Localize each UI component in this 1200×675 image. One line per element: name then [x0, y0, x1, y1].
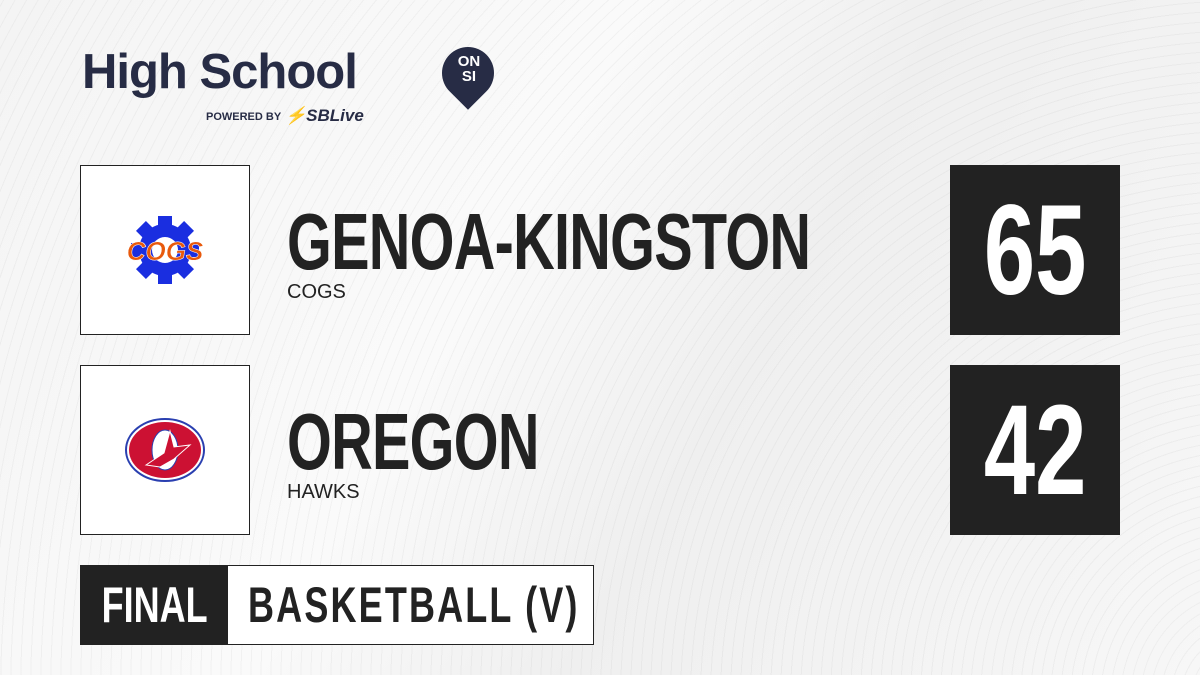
home-team-mascot: COGS [287, 281, 346, 303]
status-text: FINAL [101, 577, 208, 633]
cogs-logo-text: COGS [127, 236, 204, 266]
status-badge: FINAL [81, 566, 228, 644]
game-info-bar: FINAL BASKETBALL (V) [80, 565, 594, 645]
away-score-value: 42 [983, 378, 1087, 522]
away-team-mascot: HAWKS [287, 481, 360, 503]
sport-text: BASKETBALL (V) [248, 577, 580, 633]
sport-label: BASKETBALL (V) [228, 566, 709, 644]
team-logo-away [80, 365, 250, 535]
cogs-logo-icon: COGS [126, 216, 204, 284]
home-team-name: GENOA-KINGSTON [287, 197, 811, 286]
sblive-logo: ⚡SBLive [285, 106, 364, 125]
partner-name: SBLive [306, 106, 364, 125]
away-score: 42 [950, 365, 1120, 535]
hawks-logo-icon [125, 418, 205, 482]
brand-logo: High School ON SI POWERED BY ⚡SBLive [82, 36, 505, 125]
on-si-badge: ON SI [454, 54, 484, 84]
badge-top: ON [457, 53, 481, 70]
home-score: 65 [950, 165, 1120, 335]
away-team-name: OREGON [287, 397, 539, 486]
home-score-value: 65 [983, 178, 1087, 322]
team-logo-home: COGS [80, 165, 250, 335]
badge-bottom: SI [461, 68, 477, 85]
powered-by: POWERED BY [206, 111, 282, 123]
brand-title: High School [82, 45, 358, 99]
